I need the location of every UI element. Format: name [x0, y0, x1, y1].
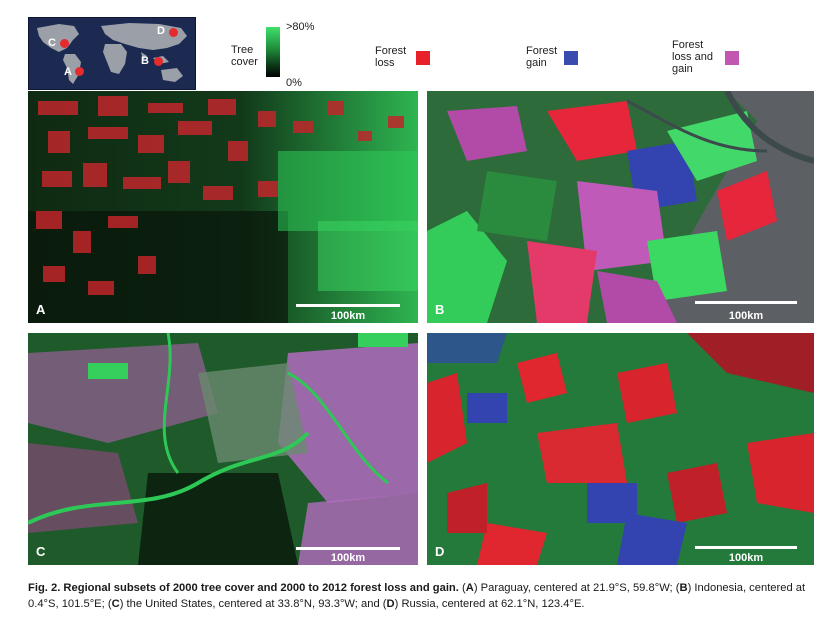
legend-loss-text-2: loss	[375, 57, 395, 69]
map-label-b: B	[141, 55, 149, 67]
panel-c-scale-bar	[296, 547, 400, 550]
map-marker-d	[169, 28, 178, 37]
panel-c-scale-label: 100km	[330, 552, 366, 564]
legend-tree-max: >80%	[286, 21, 315, 33]
world-map-landmass	[37, 23, 187, 84]
map-label-c: C	[48, 37, 56, 49]
panel-b-letter: B	[435, 302, 445, 317]
panel-b-scale-bar	[695, 301, 797, 304]
panel-c-united-states: 100km C	[28, 333, 418, 565]
caption-body-d: ) Russia, centered at 62.1°N, 123.4°E.	[394, 598, 585, 610]
panel-a-paraguay: 100km A	[28, 91, 418, 323]
panel-c-letter: C	[36, 544, 46, 559]
legend-tree-text-2: cover	[231, 56, 258, 68]
map-marker-c	[60, 39, 69, 48]
legend-forest-loss-label: Forest loss	[375, 45, 406, 69]
legend-forest-gain-label: Forest gain	[526, 45, 557, 69]
legend-tree-min: 0%	[286, 77, 302, 89]
legend-tree-text-1: Tree	[231, 44, 254, 56]
panel-d-russia: 100km D	[427, 333, 814, 565]
panel-c-image	[28, 333, 418, 565]
map-label-a: A	[64, 66, 72, 78]
legend-lg-text-3: gain	[672, 63, 693, 75]
caption-body-c: ) the United States, centered at 33.8°N,…	[119, 598, 387, 610]
panel-d-scale-bar	[695, 546, 797, 549]
panel-d-scale-label: 100km	[728, 552, 764, 564]
map-marker-b	[154, 57, 163, 66]
map-marker-a	[75, 67, 84, 76]
caption-letter-a: A	[465, 582, 474, 594]
world-map-inset: C D A B	[28, 17, 196, 90]
panel-d-image	[427, 333, 814, 565]
legend-gain-swatch	[564, 51, 578, 65]
legend-lg-text-2: loss and	[672, 51, 713, 63]
caption-body-b: ) Indonesia, centered at 0.4°S, 101.5°E;…	[28, 582, 806, 610]
panel-b-indonesia: 100km B	[427, 91, 814, 323]
panel-b-image	[427, 91, 814, 323]
legend-loss-and-gain-swatch	[725, 51, 739, 65]
figure-caption: Fig. 2. Regional subsets of 2000 tree co…	[28, 582, 806, 610]
caption-letter-d: D	[386, 598, 395, 610]
panel-b-scale-label: 100km	[728, 310, 764, 322]
panel-a-scale-label: 100km	[330, 310, 366, 322]
legend-lg-text-1: Forest	[672, 39, 704, 51]
panel-a-scale-bar	[296, 304, 400, 307]
legend-loss-and-gain-label: Forest loss and gain	[672, 39, 713, 75]
panel-a-letter: A	[36, 302, 46, 317]
panel-a-image	[28, 91, 418, 323]
map-label-d: D	[157, 25, 165, 37]
panel-d-letter: D	[435, 544, 445, 559]
legend-gain-text-1: Forest	[526, 45, 558, 57]
legend-loss-text-1: Forest	[375, 45, 407, 57]
legend-loss-swatch	[416, 51, 430, 65]
tree-cover-gradient-bar	[266, 27, 280, 77]
caption-letter-b: B	[679, 582, 688, 594]
legend-tree-cover-label: Tree cover	[231, 44, 258, 68]
caption-title: Fig. 2. Regional subsets of 2000 tree co…	[28, 582, 459, 594]
legend-gain-text-2: gain	[526, 57, 547, 69]
caption-body-a: Paraguay, centered at 21.9°S, 59.8°W; (	[477, 582, 680, 594]
caption-letter-c: C	[111, 598, 120, 610]
